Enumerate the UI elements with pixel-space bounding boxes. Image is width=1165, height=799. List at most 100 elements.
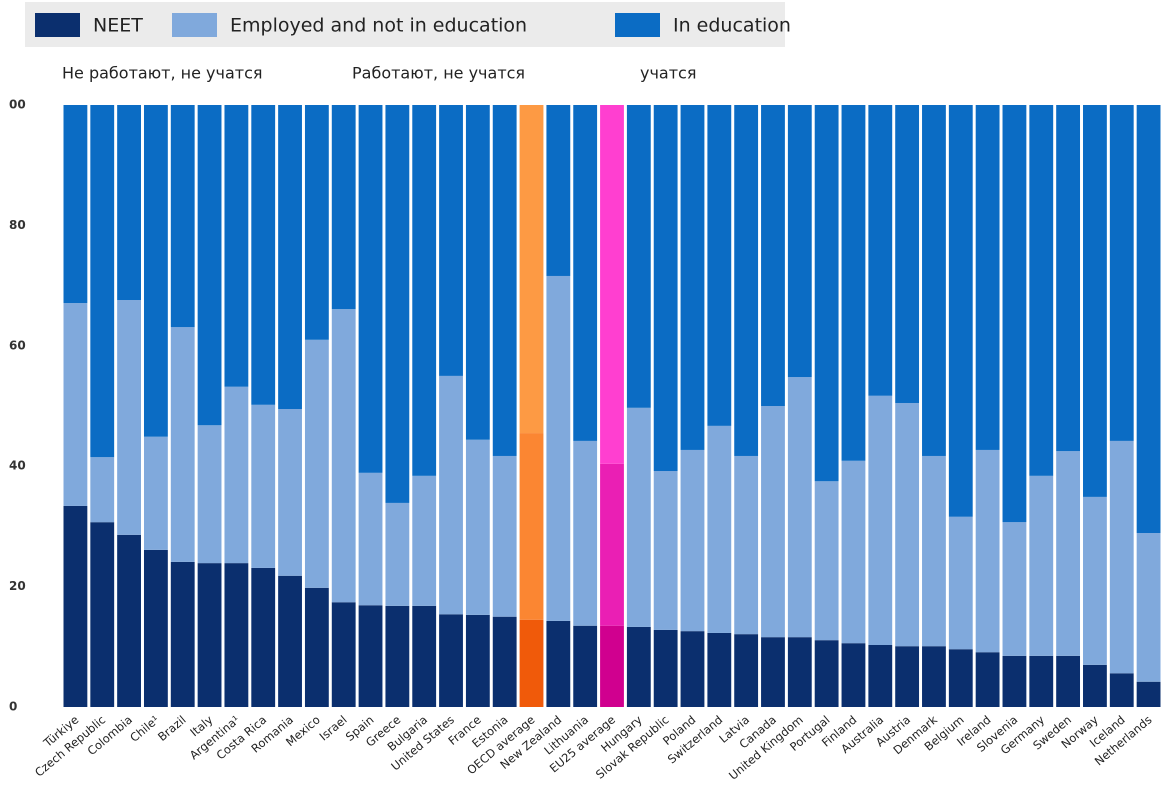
bar-segment xyxy=(1083,664,1107,707)
bar-segment xyxy=(600,463,624,626)
bar-segment xyxy=(922,455,946,647)
bar-segment xyxy=(814,640,839,707)
bar-segment xyxy=(412,475,437,606)
bar-segment xyxy=(1136,105,1161,534)
bar-segment xyxy=(278,575,302,707)
bar-segment xyxy=(251,105,276,405)
bar-segment xyxy=(358,472,383,606)
bar-segment xyxy=(1083,496,1107,665)
bar-segment xyxy=(626,407,651,627)
bar-segment xyxy=(573,440,598,626)
bar-segment xyxy=(278,105,302,410)
bar-segment xyxy=(841,643,866,707)
bar-segment xyxy=(787,105,812,378)
bar-segment xyxy=(412,105,437,476)
bar-segment xyxy=(1056,451,1081,656)
annotation: Работают, не учатся xyxy=(352,64,525,83)
y-tick-label: 20 xyxy=(9,579,26,593)
bar-segment xyxy=(653,471,678,630)
bar-segment xyxy=(331,602,356,707)
bar-segment xyxy=(1109,673,1134,707)
bar-segment xyxy=(385,502,410,606)
bar-segment xyxy=(573,105,598,441)
bar-segment xyxy=(1083,105,1107,497)
bar-segment xyxy=(573,625,598,707)
bar-segment xyxy=(975,449,1000,653)
bar-segment xyxy=(465,105,490,440)
y-tick-label: 80 xyxy=(9,218,26,232)
y-tick-label: 40 xyxy=(9,459,26,473)
bar-segment xyxy=(117,105,141,301)
bar-segment xyxy=(948,105,973,517)
legend-label: NEET xyxy=(93,15,143,37)
bar-segment xyxy=(492,455,517,617)
bar-segment xyxy=(1136,533,1161,682)
bar-segment xyxy=(1029,475,1054,656)
y-tick-label: 00 xyxy=(9,98,26,112)
bar-segment xyxy=(143,436,168,550)
bar-segment xyxy=(948,649,973,707)
bar-segment xyxy=(304,339,329,588)
bar-segment xyxy=(734,455,759,635)
bar-segment xyxy=(787,377,812,638)
bar-segment xyxy=(224,563,249,707)
bar-segment xyxy=(251,567,276,707)
annotation: Не работают, не учатся xyxy=(62,64,263,83)
bar-segment xyxy=(546,275,571,621)
bar-segment xyxy=(439,375,463,615)
y-tick-label: 0 xyxy=(9,700,17,714)
legend-swatch xyxy=(615,13,660,37)
bar-segment xyxy=(922,105,946,456)
bar-segment xyxy=(197,563,222,707)
bar-segment xyxy=(653,105,678,472)
bar-segment xyxy=(63,505,88,707)
bar-segment xyxy=(143,105,168,437)
legend-label: Employed and not in education xyxy=(230,15,527,37)
bar-segment xyxy=(170,327,195,562)
bar-segment xyxy=(1056,105,1081,452)
bar-segment xyxy=(492,616,517,707)
bar-segment xyxy=(304,105,329,340)
bar-segment xyxy=(626,626,651,707)
bar-segment xyxy=(761,637,785,707)
bar-segment xyxy=(895,402,920,647)
bar-segment xyxy=(761,406,785,638)
bar-segment xyxy=(868,105,893,396)
bar-segment xyxy=(439,614,463,707)
bar-segment xyxy=(304,587,329,707)
bar-segment xyxy=(895,646,920,707)
bar-segment xyxy=(653,629,678,707)
bar-segment xyxy=(814,105,839,482)
bar-segment xyxy=(680,631,705,707)
bar-segment xyxy=(358,605,383,707)
bar-segment xyxy=(224,105,249,387)
bar-segment xyxy=(948,516,973,650)
bar-segment xyxy=(278,409,302,576)
bar-segment xyxy=(975,105,1000,450)
bar-segment xyxy=(546,105,571,276)
bar-segment xyxy=(224,386,249,564)
bar-segment xyxy=(63,105,88,304)
bar-segment xyxy=(90,457,115,523)
bar-segment xyxy=(546,620,571,707)
bar-segment xyxy=(1002,655,1027,707)
x-tick-label: Israel xyxy=(317,713,350,744)
bar-segment xyxy=(734,634,759,707)
bar-segment xyxy=(465,614,490,707)
bar-segment xyxy=(251,404,276,568)
bar-segment xyxy=(331,309,356,603)
bar-segment xyxy=(519,619,544,707)
bar-segment xyxy=(90,522,115,707)
bar-segment xyxy=(707,632,732,707)
bar-segment xyxy=(197,105,222,426)
bar-segment xyxy=(385,605,410,707)
bar-segment xyxy=(680,105,705,450)
bar-segment xyxy=(385,105,410,503)
bar-segment xyxy=(1056,655,1081,707)
bar-segment xyxy=(519,105,544,434)
bar-segment xyxy=(1029,655,1054,707)
bar-segment xyxy=(197,425,222,564)
annotation: учатся xyxy=(640,64,696,83)
bar-segment xyxy=(412,605,437,707)
